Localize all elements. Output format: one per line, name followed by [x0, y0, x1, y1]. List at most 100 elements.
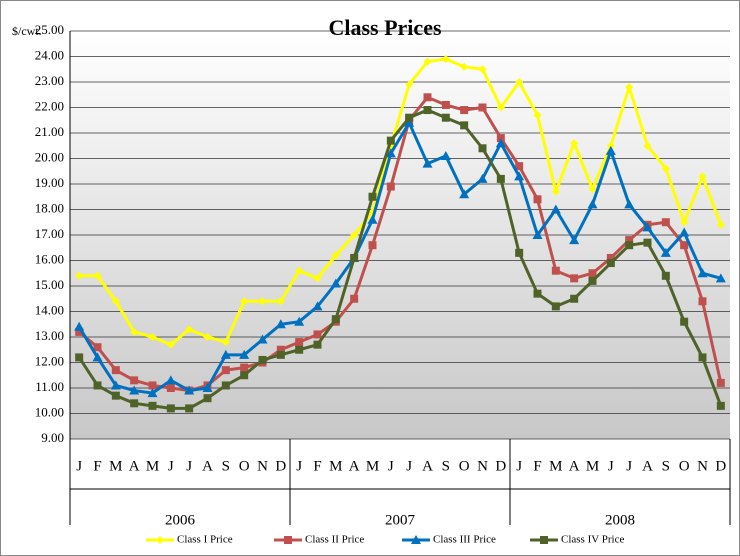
marker [129, 385, 140, 395]
x-tick-label: J [296, 458, 302, 474]
y-tick-label: 25.00 [35, 22, 64, 37]
marker [661, 164, 670, 173]
y-tick-label: 11.00 [35, 379, 64, 394]
marker [276, 345, 285, 354]
marker [111, 391, 120, 400]
x-tick-label: J [516, 458, 522, 474]
marker [441, 55, 450, 64]
legend-label: Class II Price [305, 534, 364, 546]
legend-label: Class I Price [177, 534, 233, 546]
marker [698, 172, 707, 181]
y-tick-label: 21.00 [35, 124, 64, 139]
marker [588, 276, 597, 285]
marker [716, 378, 725, 387]
marker [386, 182, 395, 191]
x-tick-label: M [366, 458, 379, 474]
marker [313, 274, 322, 283]
marker [331, 315, 340, 324]
marker [313, 330, 322, 339]
x-tick-label: M [146, 458, 159, 474]
marker [350, 294, 359, 303]
x-tick-label: A [422, 458, 433, 474]
marker [221, 366, 230, 375]
marker [515, 162, 524, 171]
marker [276, 297, 285, 306]
x-tick-label: A [129, 458, 140, 474]
x-tick-label: D [715, 458, 726, 474]
marker [643, 238, 652, 247]
marker [130, 327, 139, 336]
y-tick-label: 20.00 [35, 149, 64, 164]
x-tick-label: D [275, 458, 286, 474]
marker [588, 269, 597, 278]
legend-label: Class IV Price [561, 534, 624, 546]
x-tick-label: S [442, 458, 450, 474]
marker [478, 103, 487, 112]
marker [679, 227, 690, 237]
x-tick-label: J [168, 458, 174, 474]
marker [570, 139, 579, 148]
marker [570, 294, 579, 303]
marker [441, 100, 450, 109]
marker [156, 536, 164, 544]
marker [93, 381, 102, 390]
marker [423, 57, 432, 66]
marker [257, 334, 268, 344]
x-tick-label: F [93, 458, 101, 474]
marker [716, 401, 725, 410]
marker [624, 199, 635, 209]
marker [680, 317, 689, 326]
marker [295, 345, 304, 354]
marker [405, 80, 414, 89]
marker [532, 230, 543, 239]
marker [330, 278, 341, 288]
y-tick-label: 18.00 [35, 200, 64, 215]
marker [423, 106, 432, 115]
marker [533, 289, 542, 298]
marker [166, 404, 175, 413]
group-label: 2007 [385, 512, 416, 528]
y-tick-label: 14.00 [35, 302, 64, 317]
group-label: 2008 [605, 512, 635, 528]
marker [540, 536, 548, 544]
marker [202, 383, 213, 392]
marker [625, 236, 634, 245]
y-tick-label: 17.00 [35, 226, 64, 241]
marker [367, 214, 378, 224]
marker [716, 220, 725, 229]
marker [606, 253, 615, 262]
marker [495, 138, 506, 148]
marker [533, 111, 542, 120]
marker [715, 273, 726, 283]
marker [240, 297, 249, 306]
x-tick-label: A [569, 458, 580, 474]
marker [642, 222, 653, 232]
marker [295, 266, 304, 275]
y-tick-label: 9.00 [41, 430, 64, 445]
x-tick-label: M [549, 458, 562, 474]
marker [386, 136, 395, 145]
x-tick-label: A [642, 458, 653, 474]
marker [148, 381, 157, 390]
y-tick-label: 23.00 [35, 73, 64, 88]
marker [110, 380, 121, 390]
marker [605, 145, 616, 155]
marker [625, 241, 634, 250]
x-tick-label: N [257, 458, 268, 474]
marker [404, 117, 415, 127]
marker [148, 401, 157, 410]
marker [240, 371, 249, 380]
marker [185, 404, 194, 413]
marker [606, 141, 615, 150]
marker [166, 384, 175, 392]
marker [147, 388, 158, 398]
x-tick-label: J [406, 458, 412, 474]
marker [130, 399, 139, 408]
y-tick-label: 16.00 [35, 251, 64, 266]
marker [385, 148, 396, 158]
x-tick-label: M [329, 458, 342, 474]
y-unit: $/cwt. [12, 24, 42, 38]
marker [551, 187, 560, 196]
y-tick-label: 12.00 [35, 353, 64, 368]
